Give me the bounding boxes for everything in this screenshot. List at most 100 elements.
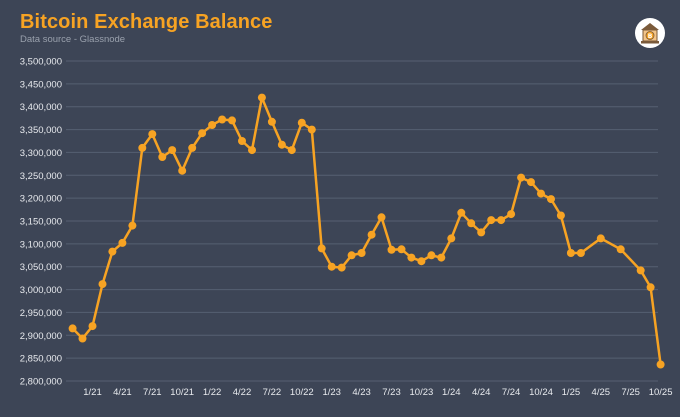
y-tick-label: 2,900,000	[20, 331, 62, 342]
data-point	[427, 251, 436, 260]
data-point	[317, 244, 326, 253]
data-point	[337, 263, 346, 272]
data-point	[218, 115, 227, 124]
data-point	[437, 253, 446, 262]
x-tick-label: 4/24	[472, 387, 491, 398]
x-tick-label: 7/21	[143, 387, 162, 398]
data-point	[297, 118, 306, 127]
y-tick-label: 3,200,000	[20, 194, 62, 205]
x-tick-label: 4/25	[592, 387, 611, 398]
chart-title: Bitcoin Exchange Balance	[20, 11, 273, 33]
y-tick-label: 3,250,000	[20, 171, 62, 182]
x-tick-label: 7/22	[263, 387, 282, 398]
data-point	[238, 137, 246, 145]
x-tick-label: 7/24	[502, 387, 521, 398]
data-point	[277, 140, 286, 149]
data-point	[228, 116, 236, 125]
data-point	[347, 251, 356, 260]
x-tick-label: 7/25	[621, 387, 640, 398]
y-axis-ticks: 2,800,000 2,850,000 2,900,000 2,950,000 3,00…	[20, 57, 62, 388]
data-point	[646, 283, 655, 292]
y-tick-label: 3,350,000	[20, 125, 62, 136]
data-point	[148, 130, 157, 139]
data-point	[467, 219, 476, 228]
bank-bitcoin-icon: B	[635, 18, 665, 48]
x-tick-label: 1/24	[442, 387, 461, 398]
data-point	[108, 247, 117, 256]
data-point	[447, 234, 456, 243]
data-point	[367, 230, 376, 239]
y-tick-label: 3,100,000	[20, 239, 62, 250]
data-point	[248, 146, 256, 155]
y-tick-label: 2,850,000	[20, 354, 62, 365]
data-point	[636, 266, 645, 275]
x-tick-label: 7/23	[382, 387, 401, 398]
data-point	[417, 257, 426, 266]
y-tick-label: 3,500,000	[20, 57, 62, 68]
data-point	[576, 249, 585, 257]
data-point	[168, 146, 177, 155]
data-point	[98, 280, 107, 289]
data-point	[188, 143, 197, 152]
data-point	[407, 253, 416, 262]
data-point	[387, 245, 396, 254]
data-point	[307, 125, 316, 134]
data-point	[527, 178, 535, 187]
data-point	[566, 249, 575, 257]
data-point	[556, 211, 565, 220]
data-point	[118, 238, 127, 247]
y-tick-label: 3,450,000	[20, 79, 62, 90]
x-tick-label: 10/23	[410, 387, 434, 398]
data-point	[497, 216, 506, 225]
y-tick-label: 3,300,000	[20, 148, 62, 159]
x-tick-label: 1/21	[83, 387, 102, 398]
y-tick-label: 3,150,000	[20, 217, 62, 228]
data-point	[327, 262, 336, 271]
data-point	[198, 129, 207, 138]
data-point	[656, 360, 665, 369]
data-point	[88, 322, 97, 331]
grid-lines	[66, 60, 658, 382]
data-point	[138, 143, 147, 152]
y-tick-label: 3,050,000	[20, 262, 62, 273]
data-point	[257, 93, 266, 102]
svg-text:B: B	[648, 33, 653, 40]
data-point	[547, 195, 555, 204]
data-point	[477, 228, 486, 237]
data-point	[267, 117, 276, 126]
x-tick-label: 4/23	[352, 387, 371, 398]
data-point	[537, 189, 545, 198]
data-point	[178, 166, 187, 175]
data-point	[517, 173, 526, 182]
data-point	[457, 208, 466, 217]
x-tick-label: 4/22	[233, 387, 252, 398]
x-tick-label: 10/24	[529, 387, 553, 398]
y-tick-label: 2,950,000	[20, 308, 62, 319]
x-tick-label: 10/25	[649, 387, 673, 398]
data-point	[616, 245, 625, 254]
data-point	[158, 153, 167, 161]
x-tick-label: 1/25	[562, 387, 581, 398]
data-point	[377, 213, 386, 222]
y-tick-label: 3,400,000	[20, 102, 62, 113]
y-tick-label: 3,000,000	[20, 285, 62, 296]
x-tick-label: 10/22	[290, 387, 314, 398]
chart-subtitle: Data source - Glassnode	[20, 34, 126, 45]
x-axis-ticks: 1/21 4/21 7/21 10/21 1/22 4/22 7/22 10/22 1/23 4/…	[83, 387, 672, 398]
data-point	[507, 210, 516, 219]
data-point	[208, 121, 217, 129]
data-point	[128, 221, 137, 230]
series-points-layer	[68, 93, 665, 369]
series-line-layer	[71, 96, 662, 365]
data-point	[357, 249, 366, 257]
series-line	[71, 96, 662, 365]
data-point	[78, 334, 87, 343]
x-tick-label: 4/21	[113, 387, 132, 398]
x-tick-label: 1/23	[322, 387, 341, 398]
data-point	[487, 216, 496, 225]
x-tick-label: 10/21	[170, 387, 194, 398]
x-tick-label: 1/22	[203, 387, 222, 398]
data-point	[397, 245, 406, 254]
y-tick-label: 2,800,000	[20, 377, 62, 388]
